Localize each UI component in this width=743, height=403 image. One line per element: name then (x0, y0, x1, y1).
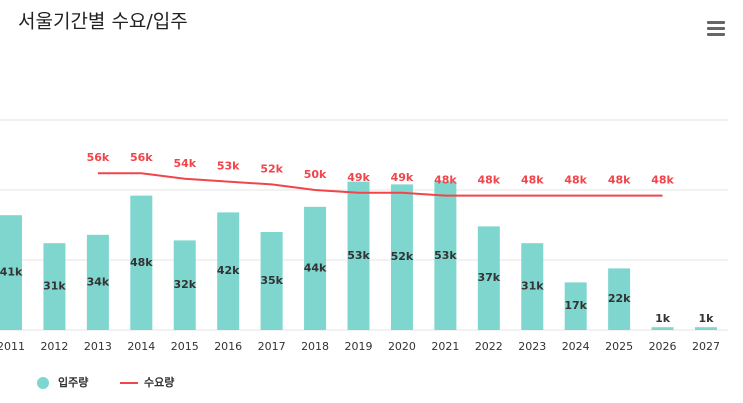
line-value-label: 50k (304, 168, 327, 181)
bar (304, 206, 327, 330)
bar (86, 234, 109, 330)
bar-value-label: 1k (655, 312, 671, 325)
legend-item: 입주량 (37, 376, 88, 389)
bar (608, 268, 631, 330)
bar (651, 327, 674, 330)
line-series (97, 172, 663, 197)
line-value-label: 56k (87, 151, 110, 164)
menu-bar (707, 27, 725, 30)
x-tick-label: 2019 (345, 340, 373, 353)
x-tick-label: 2023 (518, 340, 546, 353)
menu-icon[interactable] (707, 21, 725, 36)
bar (521, 243, 544, 330)
legend-label: 입주량 (58, 376, 88, 389)
x-tick-label: 2016 (214, 340, 242, 353)
legend-swatch (37, 377, 49, 389)
bar-value-label: 37k (478, 271, 501, 284)
line-value-label: 48k (521, 174, 544, 187)
line-value-label: 48k (434, 174, 457, 187)
bar (130, 195, 153, 330)
menu-bar (707, 33, 725, 36)
line-value-label: 53k (217, 160, 240, 173)
chart-title: 서울기간별 수요/입주 (18, 11, 188, 33)
menu-bar (707, 21, 725, 24)
line-value-label: 49k (347, 171, 370, 184)
bar-value-label: 34k (87, 275, 110, 288)
bar-value-label: 41k (0, 266, 23, 279)
x-tick-label: 2012 (40, 340, 68, 353)
line-value-label: 48k (608, 174, 631, 187)
x-tick-label: 2013 (84, 340, 112, 353)
bar-value-label: 31k (521, 280, 544, 293)
bar-value-label: 48k (130, 256, 153, 269)
bar-value-label: 1k (699, 312, 715, 325)
bar-value-label: 42k (217, 264, 240, 277)
x-tick-label: 2014 (127, 340, 155, 353)
bar-value-label: 35k (260, 274, 283, 287)
line-value-label: 48k (478, 174, 501, 187)
x-tick-label: 2015 (171, 340, 199, 353)
x-tick-label: 2022 (475, 340, 503, 353)
line-value-label: 56k (130, 151, 153, 164)
bar-value-label: 17k (564, 299, 587, 312)
x-tick-label: 2020 (388, 340, 416, 353)
line-value-label: 54k (173, 157, 196, 170)
x-tick-label: 2021 (431, 340, 459, 353)
bar (434, 181, 457, 330)
bar (477, 226, 500, 330)
x-tick-label: 2025 (605, 340, 633, 353)
x-tick-label: 2027 (692, 340, 720, 353)
line-value-label: 52k (260, 162, 283, 175)
line-value-label: 49k (391, 171, 414, 184)
bar (695, 327, 717, 330)
bar (43, 243, 66, 330)
bar-value-label: 31k (43, 280, 66, 293)
bar-value-label: 52k (391, 250, 414, 263)
bar (564, 282, 587, 330)
bar (173, 240, 196, 330)
x-tick-label: 2017 (258, 340, 286, 353)
legend-item: 수요량 (120, 376, 174, 389)
bar-value-label: 44k (304, 261, 327, 274)
bar-value-label: 22k (608, 292, 631, 305)
x-tick-label: 2011 (0, 340, 25, 353)
line-value-label: 48k (651, 174, 674, 187)
line-value-label: 48k (564, 174, 587, 187)
x-tick-label: 2024 (562, 340, 590, 353)
x-tick-label: 2026 (649, 340, 677, 353)
legend-label: 수요량 (144, 376, 174, 389)
bar (260, 232, 283, 330)
bar-value-label: 32k (173, 278, 196, 291)
x-tick-label: 2018 (301, 340, 329, 353)
bar (390, 184, 413, 330)
bar-value-label: 53k (434, 249, 457, 262)
bar (0, 215, 22, 330)
bar (347, 181, 370, 330)
bar (217, 212, 240, 330)
bar-value-label: 53k (347, 249, 370, 262)
